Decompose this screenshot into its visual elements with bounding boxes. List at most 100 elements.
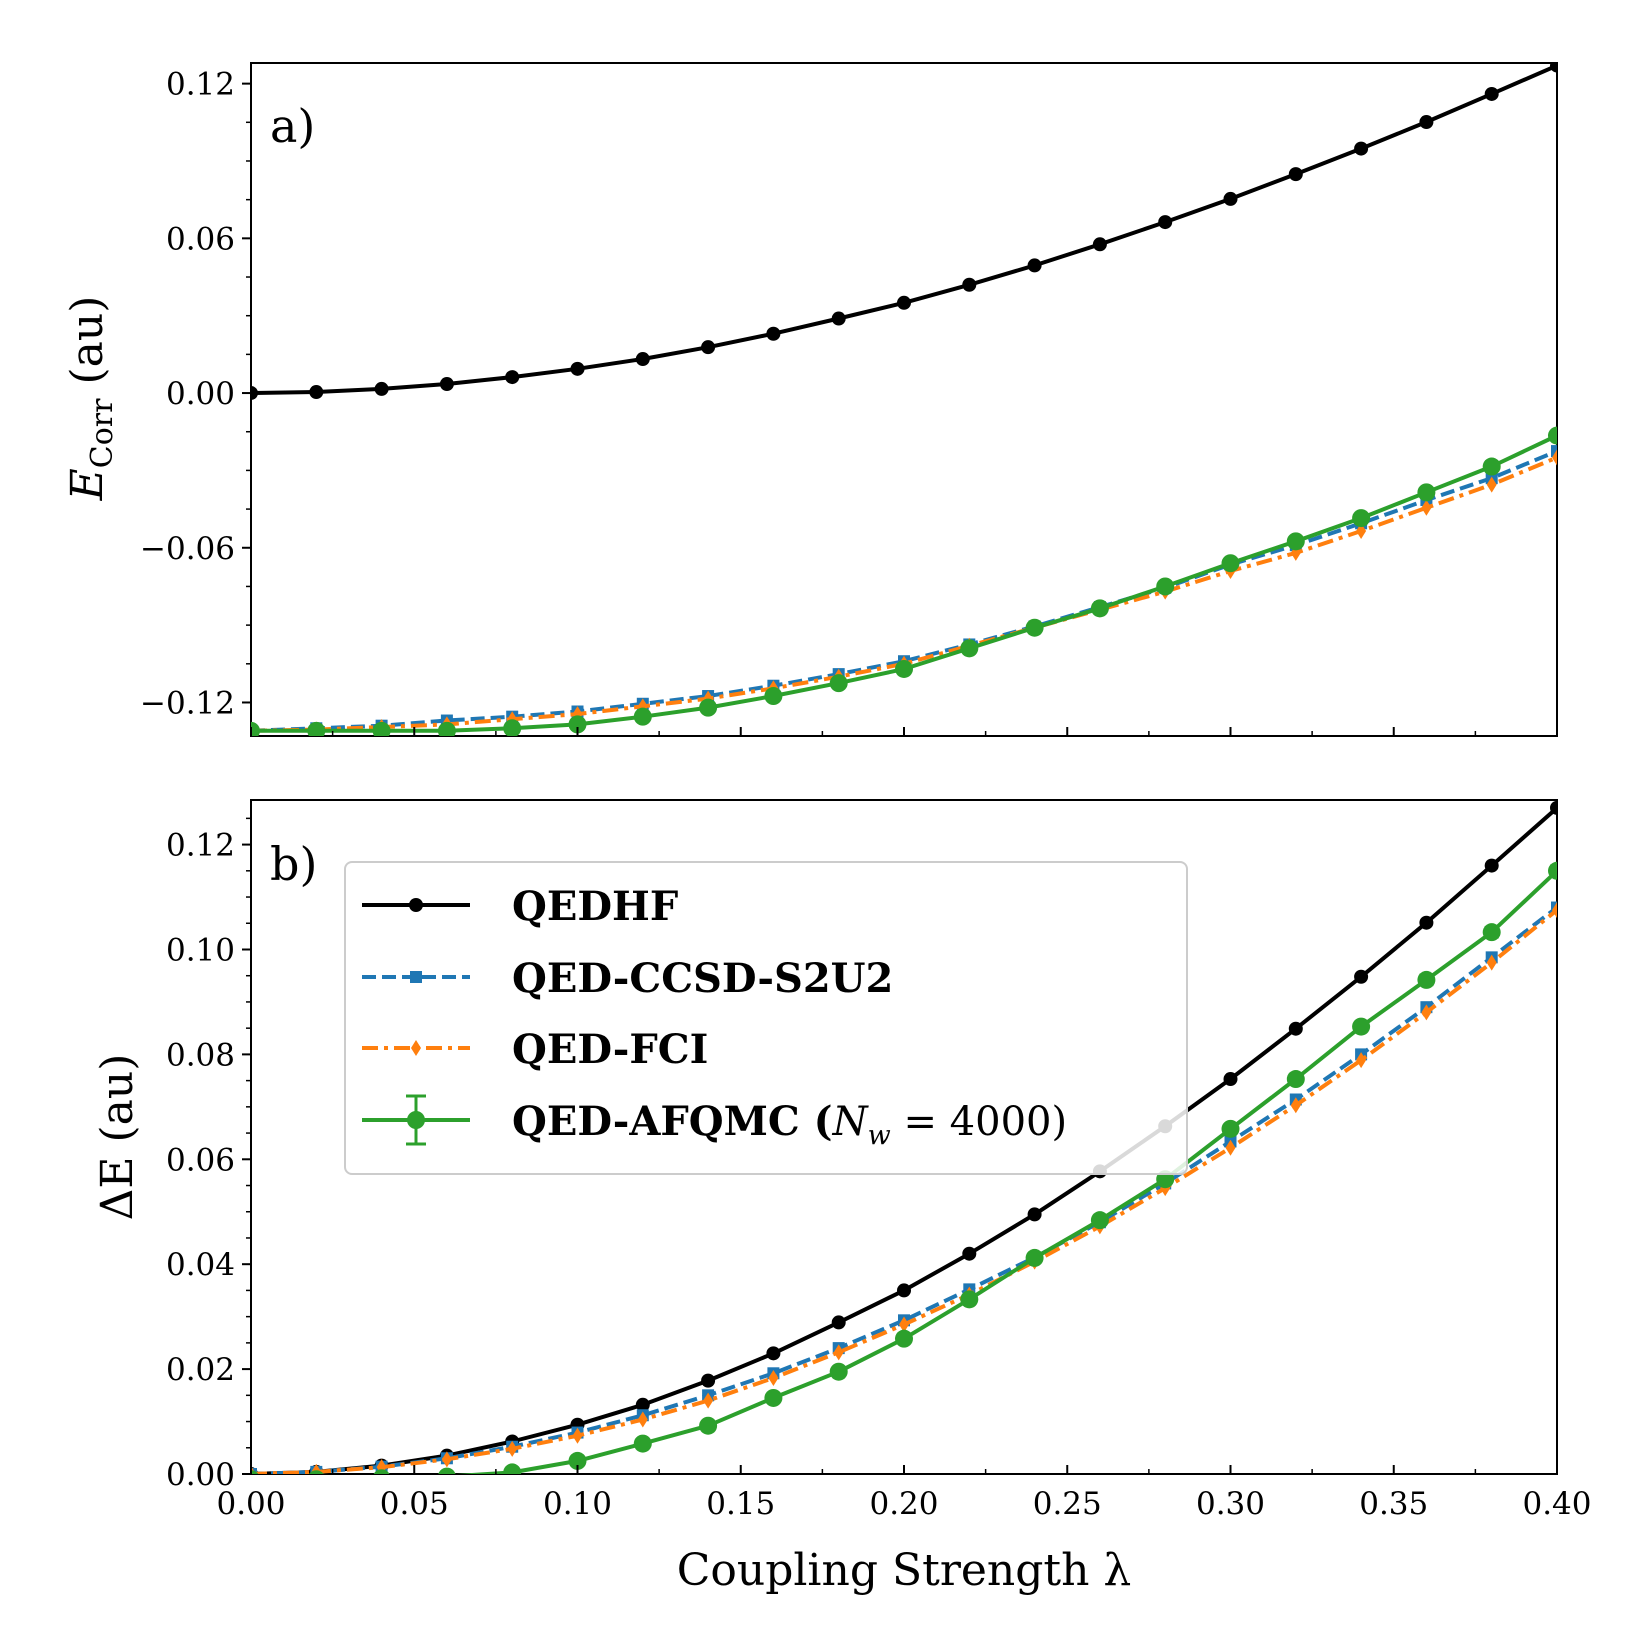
- panel-a-y-tick-label: −0.12: [140, 685, 235, 721]
- x-axis-label: Coupling Strength λ: [677, 1545, 1132, 1596]
- panel-b-y-tick-label: 0.12: [166, 828, 235, 864]
- panel-a-point-qedhf: [1288, 167, 1303, 182]
- legend-label-qedhf: QEDHF: [512, 883, 678, 930]
- panel-b-point-qed-fci: [441, 1451, 452, 1468]
- panel-a-point-qed-fci: [1421, 499, 1432, 516]
- panel-b-label: b): [270, 837, 317, 891]
- panel-a-point-qedhf: [1158, 215, 1173, 230]
- panel-a-point-qed-afqmc: [372, 721, 391, 736]
- panel-b-point-qed-afqmc: [308, 1470, 324, 1474]
- panel-a-point-qed-afqmc: [1221, 554, 1240, 573]
- legend-label-qed-afqmc: QED-AFQMC (Nw = 4000): [512, 1098, 1067, 1151]
- panel-b-point-qed-afqmc: [1025, 1248, 1044, 1267]
- panel-b-point-qed-fci: [833, 1344, 844, 1361]
- legend-frame: [344, 861, 1188, 1175]
- panel-a-point-qed-ccsd-s2u2: [1551, 445, 1557, 458]
- panel-b-x-tick-label: 0.20: [869, 1486, 938, 1522]
- panel-a-point-qedhf: [505, 370, 520, 385]
- panel-a-point-qed-fci: [1552, 449, 1557, 466]
- panel-a-point-qedhf: [439, 377, 454, 392]
- panel-b-point-qed-afqmc: [1417, 970, 1436, 989]
- panel-b-point-qedhf: [1550, 800, 1557, 815]
- panel-b-x-tick-label: 0.15: [706, 1486, 775, 1522]
- panel-a-point-qed-afqmc: [503, 719, 522, 736]
- panel-b: 0.00 0.05 0.10 0.15 0.20 0.25 0.30 0.35 0.40 0.0…: [92, 799, 1592, 1596]
- panel-a-point-qed-afqmc: [699, 698, 718, 717]
- panel-b-point-qed-fci: [1486, 954, 1497, 971]
- panel-b-point-qedhf: [635, 1397, 650, 1412]
- panel-a-point-qed-afqmc: [764, 687, 783, 706]
- panel-a-ylabel-unit: (au): [62, 296, 113, 385]
- panel-a-y-tick-label: −0.06: [140, 531, 235, 567]
- panel-a-point-qed-afqmc: [1286, 532, 1305, 551]
- panel-b-point-qed-fci: [572, 1427, 583, 1444]
- panel-a-point-qed-afqmc: [1090, 599, 1109, 618]
- panel-b-point-qed-fci: [1290, 1097, 1301, 1114]
- panel-b-point-qedhf: [897, 1283, 911, 1298]
- panel-a-ylabel-main: E: [62, 468, 113, 501]
- panel-a-series-qedhf: [251, 63, 1557, 401]
- panel-b-point-qedhf: [1027, 1207, 1042, 1222]
- panel-b-point-qedhf: [1419, 915, 1434, 930]
- panel-a-point-qed-afqmc: [437, 721, 456, 736]
- panel-b-y-tick-label: 0.00: [166, 1457, 235, 1493]
- panel-b-point-qed-fci: [1225, 1139, 1236, 1156]
- panel-a-frame: [250, 62, 1558, 737]
- panel-b-point-qed-fci: [637, 1411, 648, 1428]
- legend: QEDHF QED-CCSD-S2U2 QED-FCI QED-AFQMC (N…: [344, 861, 1188, 1175]
- panel-a-point-qed-afqmc: [568, 715, 587, 734]
- panel-b-series-qed-afqmc: [251, 861, 1557, 1474]
- panel-b-point-qed-fci: [899, 1316, 909, 1333]
- svg-text:ECorr(au): ECorr (au): [62, 296, 120, 502]
- panel-b-x-tick-label: 0.00: [216, 1486, 285, 1522]
- panel-a-y-tick-label: 0.06: [166, 221, 235, 257]
- panel-a-y-tick-label: 0.00: [166, 376, 235, 412]
- panel-a-point-qed-afqmc: [1548, 426, 1557, 445]
- panel-a-point-qedhf: [701, 340, 716, 355]
- panel-a-y-tick-label: 0.12: [166, 67, 235, 103]
- panel-b-point-qedhf: [701, 1373, 716, 1388]
- panel-b-y-tick-label: 0.06: [166, 1142, 235, 1178]
- panel-b-point-qed-afqmc: [829, 1362, 848, 1381]
- panel-b-point-qed-fci: [768, 1370, 779, 1387]
- panel-a-point-qed-afqmc: [1482, 457, 1501, 476]
- panel-b-point-qed-afqmc: [1221, 1119, 1240, 1138]
- legend-marker: [409, 898, 423, 912]
- panel-b-point-qed-fci: [1421, 1004, 1432, 1021]
- panel-a-point-qedhf: [1484, 86, 1499, 101]
- panel-b-point-qed-afqmc: [960, 1290, 979, 1309]
- panel-a-point-qedhf: [309, 385, 324, 400]
- panel-b-point-qed-afqmc: [633, 1434, 652, 1453]
- panel-b-point-qedhf: [1484, 858, 1499, 873]
- panel-b-x-tick-label: 0.25: [1033, 1486, 1102, 1522]
- panel-a-point-qed-fci: [1486, 476, 1497, 493]
- panel-a-point-qedhf: [1550, 63, 1557, 73]
- panel-a-point-qed-afqmc: [307, 721, 326, 736]
- panel-b-y-axis-label: ΔE (au): [92, 1054, 143, 1221]
- panel-a-ylabel-sub: Corr: [85, 398, 120, 468]
- legend-marker: [411, 1040, 421, 1056]
- legend-marker: [407, 1111, 425, 1129]
- panel-b-y-tick-label: 0.02: [166, 1352, 235, 1388]
- panel-b-x-tick-label: 0.10: [543, 1486, 612, 1522]
- panel-b-point-qed-fci: [1552, 902, 1557, 919]
- panel-a-point-qedhf: [251, 386, 258, 401]
- panel-a-label: a): [270, 99, 315, 153]
- panel-b-point-qed-afqmc: [1286, 1070, 1305, 1089]
- panel-b-point-qed-afqmc: [503, 1463, 522, 1474]
- panel-b-x-ticks: 0.00 0.05 0.10 0.15 0.20 0.25 0.30 0.35 0.40: [216, 1465, 1592, 1522]
- panel-a-point-qed-afqmc: [1417, 483, 1436, 502]
- panel-a-point-qedhf: [1092, 237, 1107, 252]
- panel-a-point-qedhf: [1354, 141, 1369, 156]
- legend-label-qed-ccsd-s2u2: QED-CCSD-S2U2: [512, 955, 893, 1002]
- panel-b-point-qed-afqmc: [373, 1469, 390, 1474]
- panel-b-x-tick-label: 0.30: [1196, 1486, 1265, 1522]
- panel-b-x-tick-label: 0.35: [1359, 1486, 1428, 1522]
- panel-a-y-axis-label: ECorr (au): [62, 296, 120, 502]
- panel-a-x-ticks: [250, 727, 1558, 736]
- legend-handle-qed-ccsd-s2u2: [362, 971, 470, 983]
- panel-a-line-qed-ccsd-s2u2: [251, 449, 1557, 733]
- panel-b-point-qedhf: [1354, 969, 1369, 984]
- panel-b-point-qed-afqmc: [438, 1467, 456, 1474]
